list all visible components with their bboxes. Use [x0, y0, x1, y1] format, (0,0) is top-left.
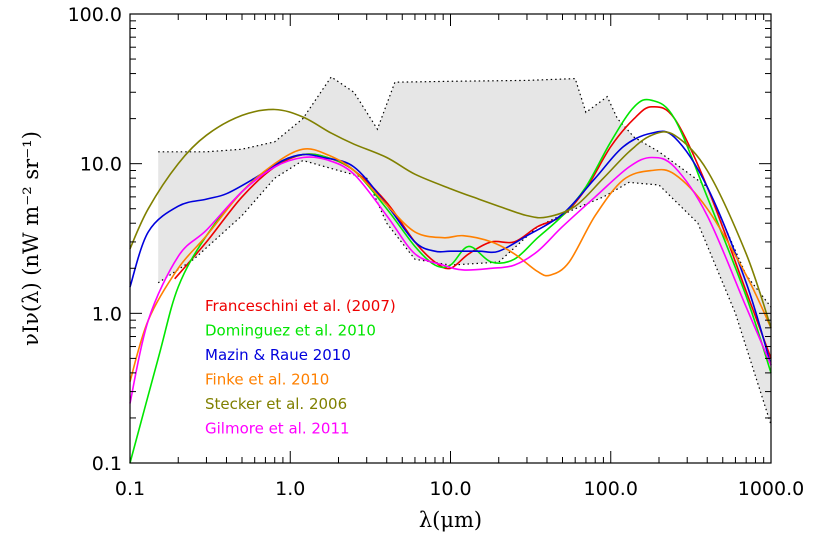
x-axis-label: λ(μm) — [419, 508, 482, 532]
band-upper-bound — [158, 76, 772, 308]
y-tick-label: 10.0 — [80, 154, 122, 176]
y-tick-label: 100.0 — [68, 4, 122, 26]
series-lines — [129, 98, 772, 464]
legend-entry-4: Stecker et al. 2006 — [205, 395, 347, 413]
y-tick-label: 1.0 — [92, 303, 122, 325]
legend-entry-2: Mazin & Raue 2010 — [205, 346, 351, 364]
series-line-4 — [129, 108, 772, 329]
legend-entry-0: Franceschini et al. (2007) — [205, 297, 396, 315]
x-tick-label: 100.0 — [584, 478, 638, 500]
x-tick-label: 1000.0 — [738, 478, 804, 500]
series-line-2 — [129, 130, 772, 366]
y-tick-label: 0.1 — [92, 453, 122, 475]
legend: Franceschini et al. (2007) Dominguez et a… — [205, 297, 396, 438]
y-axis-label: νIν(λ) (nW m⁻² sr⁻¹) — [19, 131, 43, 346]
legend-entry-5: Gilmore et al. 2011 — [205, 420, 350, 438]
x-tick-label: 0.1 — [115, 478, 145, 500]
legend-entry-1: Dominguez et al. 2010 — [205, 322, 376, 340]
x-tick-label: 1.0 — [275, 478, 305, 500]
series-line-5 — [129, 156, 772, 404]
tick-labels: 0.1 1.0 10.0 100.0 1000.0 0.1 1.0 10.0 100.0 — [68, 4, 805, 500]
axis-ticks — [129, 13, 772, 464]
x-tick-label: 10.0 — [429, 478, 471, 500]
legend-entry-3: Finke et al. 2010 — [205, 371, 329, 389]
